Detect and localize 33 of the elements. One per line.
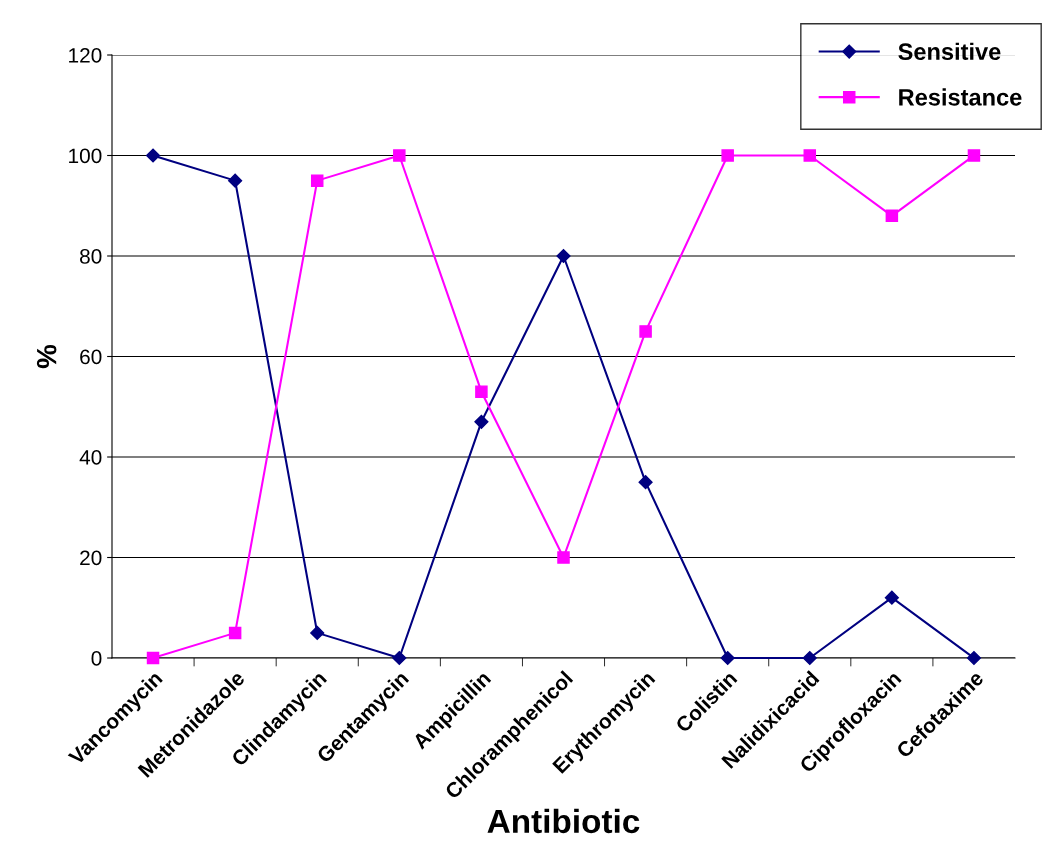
point: [474, 414, 489, 429]
point: [228, 626, 242, 640]
point: [803, 149, 817, 162]
point: [721, 149, 734, 162]
y-tick-label: 60: [80, 349, 102, 365]
point: [639, 325, 652, 338]
point: [966, 650, 982, 666]
point: [802, 650, 817, 666]
point: [146, 651, 160, 665]
point: [557, 551, 570, 564]
y-tick-label: 0: [91, 651, 102, 666]
point: [310, 625, 325, 640]
x-axis-title: Antibiotic: [487, 808, 640, 834]
point: [967, 149, 981, 162]
legend-label: Resistance: [899, 88, 1022, 106]
y-tick-label: 40: [79, 450, 102, 465]
y-tick-label: 100: [69, 148, 102, 164]
point: [638, 475, 653, 490]
point: [556, 248, 571, 264]
point: [392, 650, 407, 666]
point: [228, 173, 243, 188]
y-tick-label: 80: [80, 249, 102, 264]
point: [884, 590, 899, 605]
y-axis-title: %: [36, 344, 57, 369]
y-tick-label: 20: [80, 550, 102, 566]
point: [885, 209, 899, 223]
y-tick-label: 120: [69, 48, 102, 63]
point: [145, 148, 161, 163]
point: [310, 174, 324, 187]
legend-label: Sensitive: [898, 42, 1001, 61]
point: [720, 650, 735, 666]
point: [393, 149, 406, 162]
point: [475, 385, 488, 398]
